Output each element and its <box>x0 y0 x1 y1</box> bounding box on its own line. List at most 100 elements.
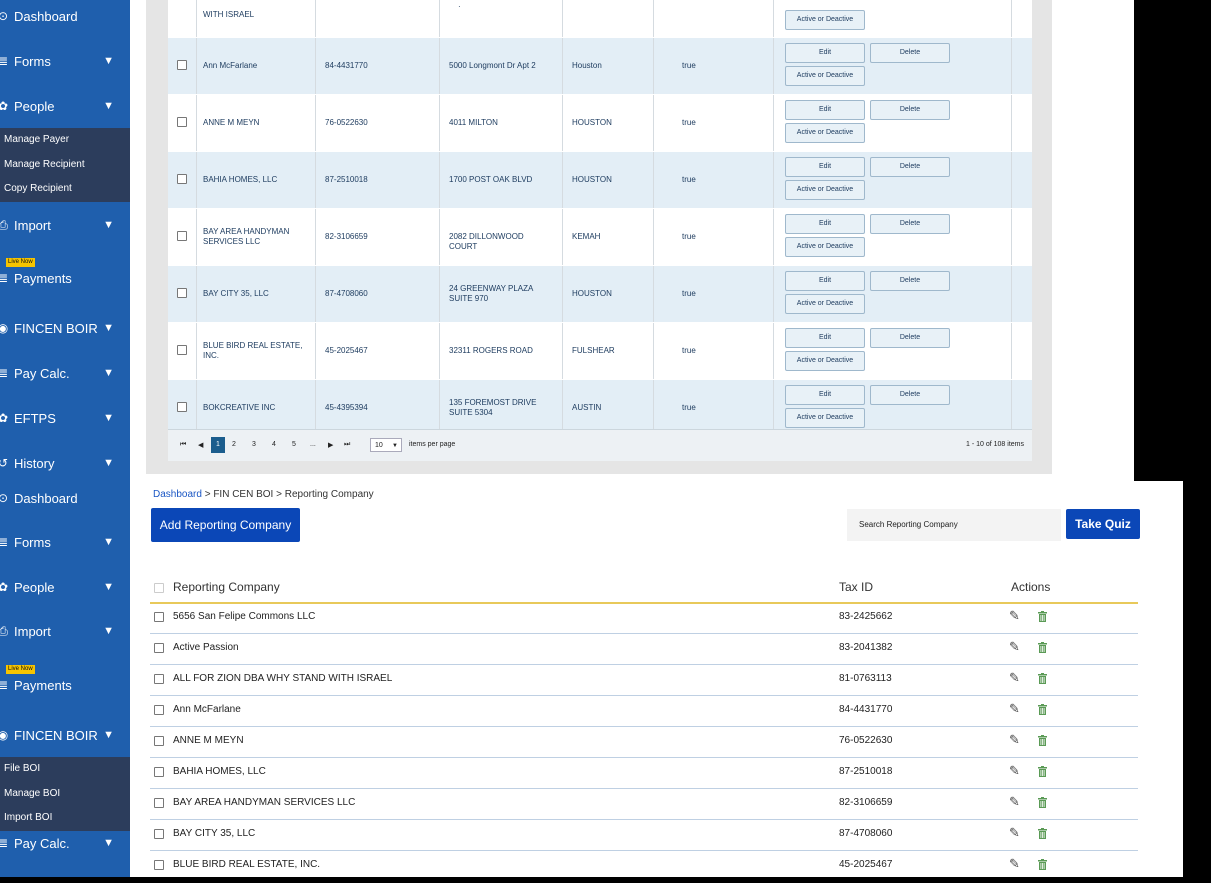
sidebar-item-paycalc[interactable]: ≣ Pay Calc. ▼ <box>0 831 130 855</box>
delete-button[interactable]: Delete <box>870 328 950 348</box>
edit-button[interactable]: Edit <box>785 100 865 120</box>
delete-button[interactable]: Delete <box>870 100 950 120</box>
trash-icon[interactable] <box>1038 609 1047 622</box>
sidebar-item-history[interactable]: ↺ History ▼ <box>0 451 130 475</box>
page-3[interactable]: 3 <box>252 441 256 448</box>
row-checkbox[interactable] <box>154 705 164 715</box>
page-ellipsis[interactable]: ... <box>310 441 316 448</box>
row-checkbox[interactable] <box>154 767 164 777</box>
delete-button[interactable]: Delete <box>870 271 950 291</box>
toggle-active-button[interactable]: Active or Deactive <box>785 351 865 371</box>
people-icon: ✿ <box>0 99 9 113</box>
sidebar-item-fincen[interactable]: ◉ FINCEN BOIR ▼ <box>0 723 130 747</box>
toggle-active-button[interactable]: Active or Deactive <box>785 294 865 314</box>
sidebar-item-label: Forms <box>14 534 51 550</box>
search-input[interactable]: Search Reporting Company <box>847 509 1061 541</box>
trash-icon[interactable] <box>1038 764 1047 777</box>
submenu-item[interactable]: File BOI <box>4 763 41 774</box>
select-all-checkbox[interactable] <box>154 583 164 593</box>
sidebar-item-payments[interactable]: ≣ Payments <box>0 673 130 697</box>
page-2[interactable]: 2 <box>232 441 236 448</box>
submenu-item[interactable]: Import BOI <box>4 812 53 823</box>
edit-button[interactable]: Edit <box>785 157 865 177</box>
edit-pencil-icon[interactable]: ✎ <box>1009 856 1020 871</box>
toggle-active-button[interactable]: Active or Deactive <box>785 180 865 200</box>
trash-icon[interactable] <box>1038 702 1047 715</box>
sidebar-item-forms[interactable]: ≣ Forms ▼ <box>0 530 130 554</box>
sidebar-item-people[interactable]: ✿ People ▼ <box>0 575 130 599</box>
toggle-active-button[interactable]: Active or Deactive <box>785 408 865 428</box>
column-header-tax-id[interactable]: Tax ID <box>839 580 874 594</box>
sidebar-item-import[interactable]: ⎙ Import ▼ <box>0 619 130 643</box>
row-checkbox[interactable] <box>177 402 187 412</box>
page-5[interactable]: 5 <box>292 441 296 448</box>
delete-button[interactable]: Delete <box>870 43 950 63</box>
toggle-active-button[interactable]: Active or Deactive <box>785 123 865 143</box>
edit-pencil-icon[interactable]: ✎ <box>1009 608 1020 623</box>
row-checkbox[interactable] <box>154 736 164 746</box>
table-row: ANNE M MEYN 76-0522630 ✎ <box>150 726 1138 758</box>
last-page-icon[interactable]: ⏭ <box>344 441 351 448</box>
prev-page-icon[interactable]: ◀ <box>198 442 204 449</box>
row-checkbox[interactable] <box>154 674 164 684</box>
column-header-reporting-company[interactable]: Reporting Company <box>173 580 280 594</box>
row-checkbox[interactable] <box>177 174 187 184</box>
edit-button[interactable]: Edit <box>785 385 865 405</box>
toggle-active-button[interactable]: Active or Deactive <box>785 237 865 257</box>
row-checkbox[interactable] <box>154 829 164 839</box>
trash-icon[interactable] <box>1038 857 1047 870</box>
trash-icon[interactable] <box>1038 795 1047 808</box>
sidebar-item-paycalc[interactable]: ≣ Pay Calc. ▼ <box>0 361 130 385</box>
trash-icon[interactable] <box>1038 733 1047 746</box>
row-checkbox[interactable] <box>177 345 187 355</box>
edit-pencil-icon[interactable]: ✎ <box>1009 732 1020 747</box>
edit-button[interactable]: Edit <box>785 43 865 63</box>
delete-button[interactable]: Delete <box>870 214 950 234</box>
edit-button[interactable]: Edit <box>785 214 865 234</box>
sidebar-item-dashboard[interactable]: ⊙ Dashboard <box>0 4 130 28</box>
delete-button[interactable]: Delete <box>870 385 950 405</box>
edit-pencil-icon[interactable]: ✎ <box>1009 794 1020 809</box>
row-checkbox[interactable] <box>177 117 187 127</box>
trash-icon[interactable] <box>1038 640 1047 653</box>
take-quiz-button[interactable]: Take Quiz <box>1066 509 1140 539</box>
edit-pencil-icon[interactable]: ✎ <box>1009 670 1020 685</box>
sidebar-item-fincen[interactable]: ◉ FINCEN BOIR ▼ <box>0 316 130 340</box>
sidebar-item-people[interactable]: ✿ People ▼ <box>0 94 130 118</box>
trash-icon[interactable] <box>1038 826 1047 839</box>
sidebar-item-payments[interactable]: ≣ Payments <box>0 266 130 290</box>
edit-button[interactable]: Edit <box>785 328 865 348</box>
sidebar-item-import[interactable]: ⎙ Import ▼ <box>0 213 130 237</box>
row-checkbox[interactable] <box>177 231 187 241</box>
edit-button[interactable]: Edit <box>785 271 865 291</box>
sidebar-item-eftps[interactable]: ✿ EFTPS ▼ <box>0 406 130 430</box>
recipient-status: true <box>682 118 696 127</box>
row-checkbox[interactable] <box>154 643 164 653</box>
row-checkbox[interactable] <box>177 288 187 298</box>
page-1[interactable]: 1 <box>211 437 225 453</box>
edit-pencil-icon[interactable]: ✎ <box>1009 701 1020 716</box>
edit-pencil-icon[interactable]: ✎ <box>1009 763 1020 778</box>
first-page-icon[interactable]: ⏮ <box>180 441 187 448</box>
sidebar-item-dashboard[interactable]: ⊙ Dashboard <box>0 486 130 510</box>
submenu-item[interactable]: Manage BOI <box>4 787 61 799</box>
trash-icon[interactable] <box>1038 671 1047 684</box>
submenu-item[interactable]: Manage Payer <box>4 134 70 145</box>
add-reporting-company-button[interactable]: Add Reporting Company <box>151 508 300 542</box>
toggle-active-button[interactable]: Active or Deactive <box>785 10 865 30</box>
next-page-icon[interactable]: ▶ <box>328 442 334 449</box>
row-checkbox[interactable] <box>154 798 164 808</box>
delete-button[interactable]: Delete <box>870 157 950 177</box>
row-checkbox[interactable] <box>154 860 164 870</box>
row-checkbox[interactable] <box>154 612 164 622</box>
submenu-item[interactable]: Manage Recipient <box>4 158 85 170</box>
row-checkbox[interactable] <box>177 60 187 70</box>
edit-pencil-icon[interactable]: ✎ <box>1009 825 1020 840</box>
page-4[interactable]: 4 <box>272 441 276 448</box>
submenu-item[interactable]: Copy Recipient <box>4 183 72 194</box>
toggle-active-button[interactable]: Active or Deactive <box>785 66 865 86</box>
sidebar-item-forms[interactable]: ≣ Forms ▼ <box>0 49 130 73</box>
breadcrumb-dashboard-link[interactable]: Dashboard <box>153 489 202 500</box>
page-size-select[interactable]: 10 ▼ <box>370 438 402 452</box>
edit-pencil-icon[interactable]: ✎ <box>1009 639 1020 654</box>
